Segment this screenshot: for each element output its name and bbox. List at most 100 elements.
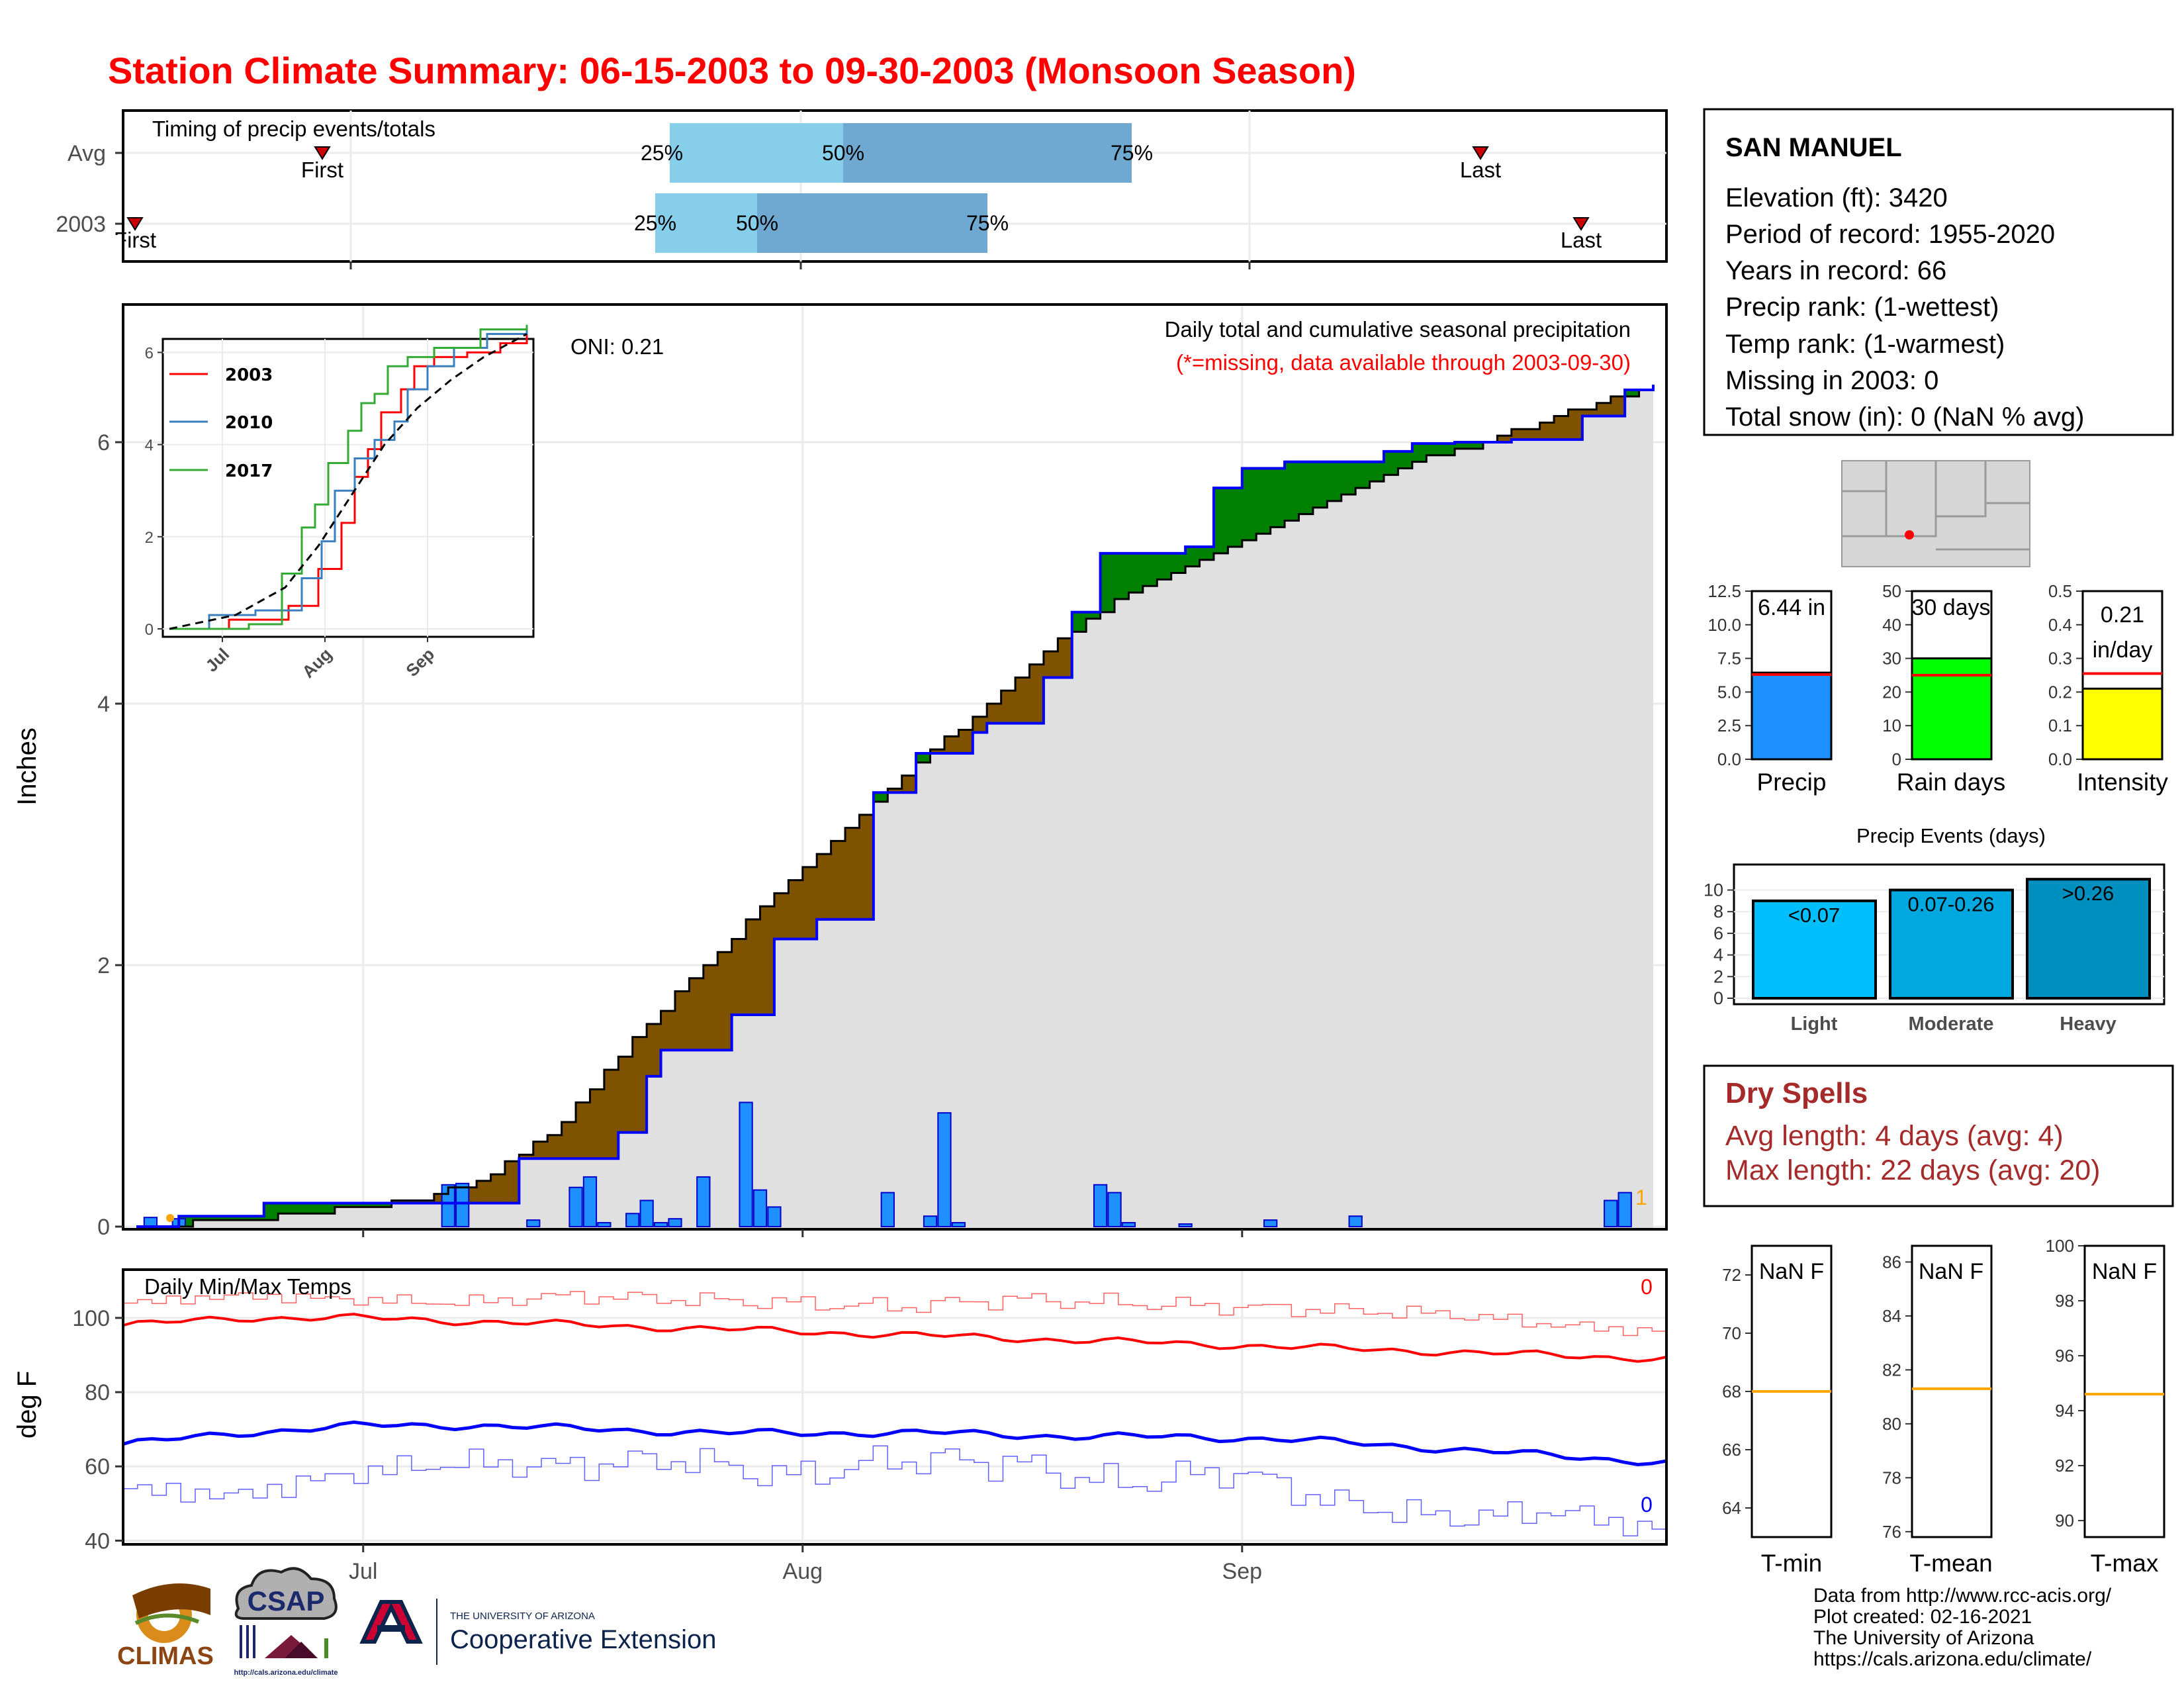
station-location-dot (1905, 530, 1914, 539)
events-tick-label: 2 (1713, 966, 1723, 986)
deficit-segment (731, 939, 747, 1015)
deficit-segment (477, 1180, 492, 1203)
surplus-segment (320, 1203, 336, 1214)
deficit-segment (1001, 690, 1016, 724)
surplus-segment (1341, 461, 1356, 494)
dry-spells-max: Max length: 22 days (avg: 20) (1725, 1154, 2100, 1186)
x-tick-label: Sep (1222, 1559, 1263, 1584)
daily-precip-bar (1604, 1199, 1618, 1227)
svg-text:http://cals.arizona.edu/climat: http://cals.arizona.edu/climate (234, 1669, 338, 1677)
temp-gauge-tick-label: 94 (2055, 1401, 2074, 1421)
surplus-segment (1242, 468, 1257, 541)
credit-line-4: https://cals.arizona.edu/climate/ (1813, 1648, 2092, 1670)
rain-days-gauge-fill (1911, 657, 1993, 761)
svg-text:CSAP: CSAP (248, 1585, 325, 1617)
legend-2017: 2017 (225, 461, 273, 481)
temp-gauge-tick-label: 76 (1882, 1522, 1901, 1542)
location-map (1841, 460, 2030, 567)
event-bar-label: <0.07 (1788, 904, 1840, 927)
event-bar-moderate (1889, 888, 2014, 1000)
deficit-segment (817, 854, 832, 919)
intensity-tick-label: 0.5 (2048, 581, 2072, 601)
y2003-last-marker (1572, 217, 1590, 231)
rain-days-tick-label: 0 (1892, 749, 1901, 769)
surplus-segment (278, 1203, 293, 1214)
y2003-50-75-bar (757, 193, 987, 253)
timing-panel: Timing of precip events/totals Avg 2003 … (56, 109, 1668, 269)
events-tick-label: 6 (1713, 923, 1723, 943)
y2003-q25-label: 25% (634, 211, 676, 235)
surplus-segment (334, 1203, 349, 1207)
surplus-segment (1270, 468, 1285, 528)
deficit-segment (1568, 409, 1583, 440)
avg-first-label: First (301, 158, 343, 182)
avg-q50-label: 50% (822, 141, 864, 165)
temp-gauge-tick-label: 100 (2046, 1236, 2074, 1256)
tmean-gauge-value: NaN F (1919, 1259, 1983, 1284)
intensity-tick-label: 0.3 (2048, 649, 2072, 669)
surplus-segment (1312, 461, 1328, 508)
timing-row-label-2003: 2003 (56, 212, 106, 237)
dry-spells-avg: Avg length: 4 days (avg: 4) (1725, 1120, 2064, 1152)
surplus-segment (1355, 461, 1371, 489)
deficit-segment (760, 906, 775, 1015)
svg-text:CLIMAS: CLIMAS (117, 1642, 214, 1670)
page-title: Station Climate Summary: 06-15-2003 to 0… (108, 50, 1356, 91)
deficit-segment (660, 1011, 676, 1051)
deficit-segment (1497, 436, 1512, 442)
station-name: SAN MANUEL (1725, 133, 1902, 162)
station-line-5: Temp rank: (1-warmest) (1725, 330, 2005, 359)
station-line-1: Elevation (ft): 3420 (1725, 183, 1948, 212)
deficit-segment (647, 1023, 662, 1076)
station-info: SAN MANUEL Elevation (ft): 3420 Period o… (1703, 108, 2174, 436)
precip-gauge-value: 6.44 in (1758, 595, 1825, 620)
deficit-segment (703, 965, 718, 1051)
temp-y-tick-label: 80 (85, 1380, 110, 1405)
surplus-segment (1071, 612, 1087, 632)
summary-gauges: 0.0 2.5 5.0 7.5 10.0 12.5 0 10 20 30 40 50 0.0 0.1 0.2… (1707, 581, 2163, 769)
surplus-segment (1256, 468, 1271, 534)
deficit-segment (590, 1089, 605, 1159)
daily-precip-bar (752, 1189, 768, 1227)
daily-precip-bar (1617, 1192, 1632, 1228)
surplus-segment (377, 1203, 392, 1207)
deficit-segment (547, 1135, 563, 1159)
deficit-segment (831, 841, 846, 919)
avg-25-50-bar (670, 123, 843, 183)
daily-precip-bar (1178, 1223, 1193, 1228)
precip-tick-label: 0.0 (1717, 749, 1741, 769)
intensity-gauge-value: 0.21 (2101, 602, 2144, 628)
svg-text:Cooperative Extension: Cooperative Extension (450, 1625, 716, 1654)
credit-line-2: Plot created: 02-16-2021 (1813, 1606, 2032, 1628)
avg-q25-label: 25% (641, 141, 683, 165)
deficit-segment (717, 952, 733, 1051)
avg-last-label: Last (1460, 158, 1501, 182)
deficit-segment (746, 919, 761, 1015)
precip-panel: 0 2 4 6 Inches ONI: 0.21 Daily total and cu… (13, 303, 1668, 1240)
missing-count: 1 (1635, 1186, 1647, 1209)
oni-label: ONI: 0.21 (570, 334, 664, 359)
surplus-segment (1100, 553, 1115, 612)
deficit-segment (1539, 422, 1555, 440)
surplus-segment (1426, 443, 1441, 455)
deficit-segment (533, 1141, 548, 1159)
temp-panel-label: Daily Min/Max Temps (144, 1274, 351, 1299)
deficit-segment (1582, 409, 1597, 416)
surplus-segment (1625, 390, 1640, 397)
raindays-gauge-value: 30 days (1911, 595, 1990, 620)
tmin-gauge-value: NaN F (1759, 1259, 1824, 1284)
temp-y-tick-label: 60 (85, 1454, 110, 1479)
station-line-4: Precip rank: (1-wettest) (1725, 293, 1999, 322)
deficit-segment (1610, 396, 1625, 416)
event-bar-light (1752, 899, 1877, 1000)
tmin-gauge-label: T-min (1761, 1550, 1823, 1577)
y-tick-label: 4 (97, 692, 110, 717)
temp-gauge-tick-label: 96 (2055, 1346, 2074, 1366)
observed-cumulative-line (136, 385, 1655, 1228)
deficit-segment (519, 1154, 534, 1159)
event-cat-moderate: Moderate (1909, 1013, 1994, 1035)
daily-precip-bar (582, 1176, 598, 1227)
daily-precip-bar (455, 1182, 470, 1227)
